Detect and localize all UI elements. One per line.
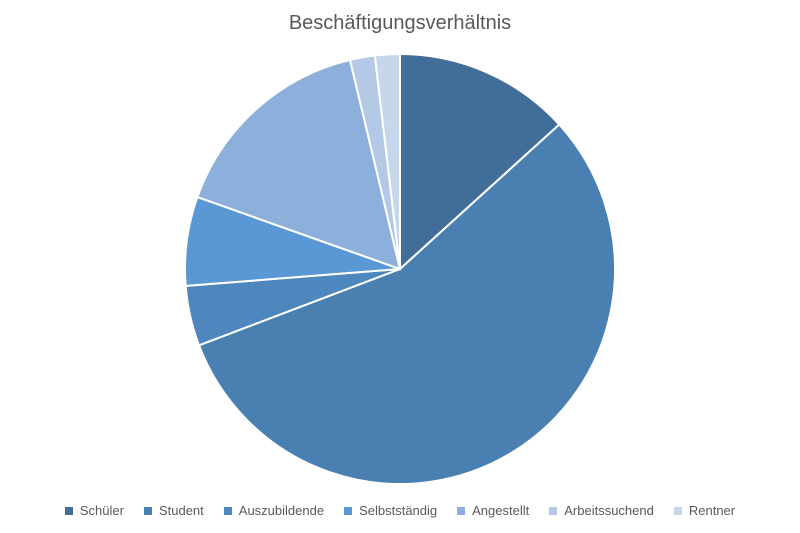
legend-label: Student — [158, 503, 204, 518]
legend-item: Auszubildende — [223, 503, 325, 518]
legend-swatch — [549, 506, 558, 515]
chart-legend: Schüler Student Auszubildende Selbstständig… — [0, 503, 800, 518]
legend-label: Arbeitssuchend — [564, 503, 654, 518]
legend-label: Rentner — [688, 503, 736, 518]
legend-item: Arbeitssuchend — [549, 503, 654, 518]
legend-swatch — [344, 506, 353, 515]
legend-label: Schüler — [79, 503, 124, 518]
legend-item: Schüler — [64, 503, 124, 518]
legend-item: Student — [143, 503, 204, 518]
pie-slice-angestellt — [196, 58, 402, 271]
legend-label: Angestellt — [472, 503, 530, 518]
legend-item: Selbstständig — [344, 503, 437, 518]
legend-swatch — [223, 506, 232, 515]
pie-slice-student — [197, 123, 616, 485]
legend-item: Rentner — [673, 503, 736, 518]
legend-swatch — [457, 506, 466, 515]
chart-title: Beschäftigungsverhältnis — [288, 12, 512, 34]
legend-swatch — [64, 506, 73, 515]
pie-slice-rentner — [373, 52, 401, 270]
legend-label: Selbstständig — [359, 503, 438, 518]
pie-slice-schüler — [399, 52, 561, 272]
legend-swatch — [673, 506, 682, 515]
legend-item: Angestellt — [457, 503, 529, 518]
legend-label: Auszubildende — [238, 503, 325, 518]
legend-swatch — [143, 506, 152, 515]
